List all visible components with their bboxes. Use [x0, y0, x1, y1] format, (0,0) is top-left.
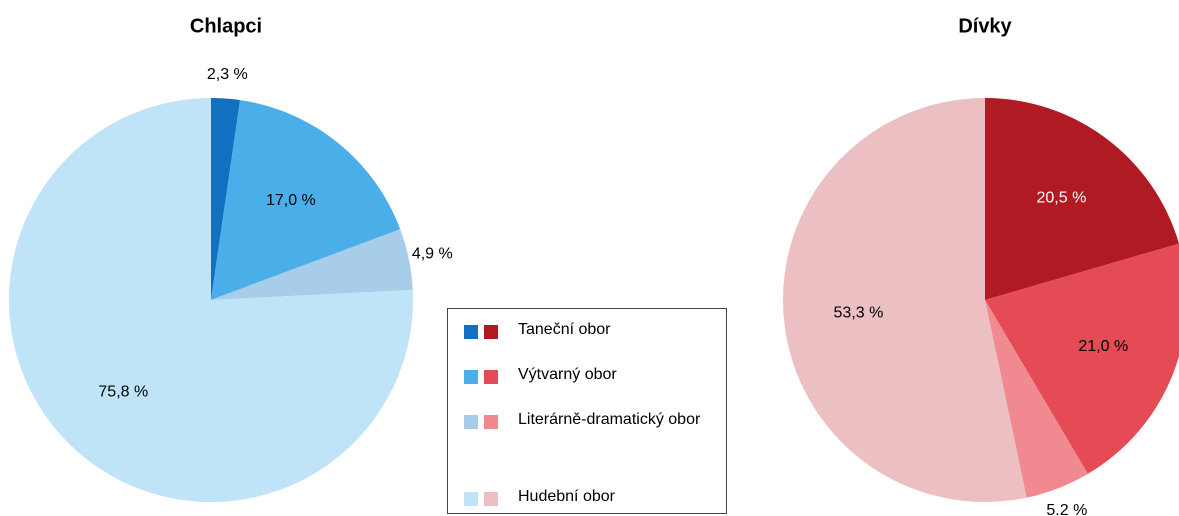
legend-swatch [464, 370, 478, 384]
legend-swatch [464, 492, 478, 506]
chart-title: Chlapci [190, 15, 262, 37]
legend-swatch [484, 325, 498, 339]
pie-slice [985, 243, 1179, 474]
legend-entry: Taneční obor [464, 321, 714, 347]
legend-swatch [484, 492, 498, 506]
legend-entry: Výtvarný obor [464, 366, 714, 392]
legend-swatch [484, 370, 498, 384]
data-label: 75,8 % [98, 383, 148, 400]
legend-label: Literárně-dramatický obor [518, 411, 701, 428]
legend-entry: Literárně-dramatický obor [464, 411, 714, 437]
data-label: 20,5 % [1037, 189, 1087, 206]
legend-label: Hudební obor [518, 488, 615, 505]
data-label: 53,3 % [834, 304, 884, 321]
pie-slice [985, 300, 1088, 498]
legend-swatch [464, 415, 478, 429]
legend-entry: Hudební obor [464, 488, 714, 514]
legend-swatch [464, 325, 478, 339]
legend: Taneční obor Výtvarný obor Literárně-drama… [447, 308, 727, 514]
legend-label: Výtvarný obor [518, 366, 617, 383]
data-label: 2,3 % [207, 66, 248, 83]
pie-slice [211, 100, 401, 300]
data-label: 17,0 % [266, 192, 316, 209]
pie-slice [782, 98, 1027, 502]
data-label: 5.2 % [1046, 502, 1087, 516]
pie-slice [9, 98, 414, 503]
data-label: 4,9 % [412, 245, 453, 262]
pie-slice [211, 229, 413, 300]
legend-swatch [484, 415, 498, 429]
pie-slice [985, 98, 1179, 300]
legend-label: Taneční obor [518, 321, 611, 338]
chart-title: Dívky [958, 15, 1012, 37]
data-label: 21,0 % [1078, 338, 1128, 355]
pie-slice [211, 98, 241, 300]
